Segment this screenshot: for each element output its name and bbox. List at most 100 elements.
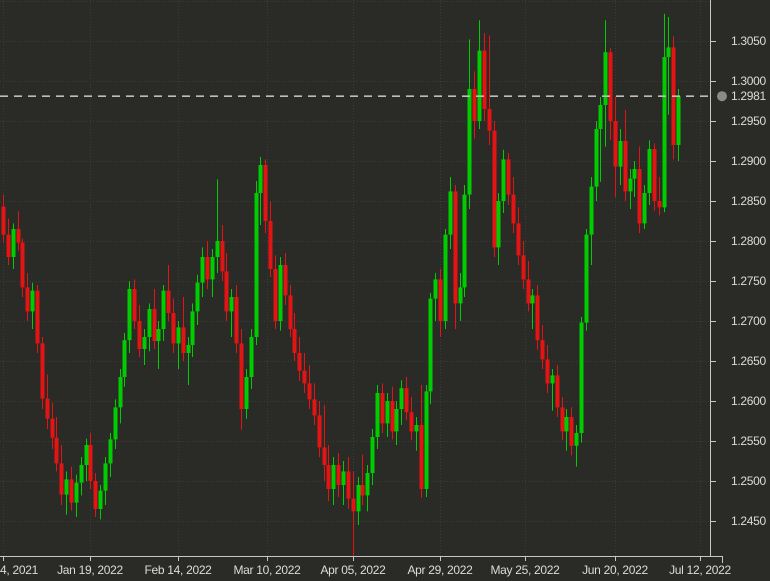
candle-body [628,178,633,192]
price-axis-label: 1.2950 [731,114,766,128]
candle-body [399,388,404,409]
candle-body [637,169,642,224]
candle-body [11,229,16,257]
candle-body [657,201,662,208]
candle-body [54,437,59,464]
candle-body [594,129,599,187]
candle-body [118,377,123,408]
candle-body [516,223,521,256]
candle-body [676,96,681,145]
date-axis-label: Jun 20, 2022 [582,563,648,577]
date-axis-label: Mar 10, 2022 [233,563,301,577]
candle-body [346,471,351,499]
candle-body [584,234,589,323]
candle-body [424,391,429,489]
candle-body [589,186,594,235]
candle-body [618,141,623,167]
candle-body [666,47,671,57]
candle-body [603,52,608,105]
candle-body [521,255,526,280]
candle-body [404,388,409,413]
candle-body [98,490,103,509]
candle-body [224,271,229,312]
candle-body [472,89,477,121]
candle-body [317,415,322,448]
candle-body [137,321,142,349]
candle-body [545,359,550,384]
candle-body [360,485,365,496]
candle-body [326,465,331,489]
candle-body [652,149,657,201]
candle-body [181,327,186,353]
candle-body [147,309,152,337]
candle-body [623,141,628,192]
candle-body [560,407,565,432]
candle-body [190,311,195,345]
candle-body [380,393,385,424]
candle-body [113,407,118,440]
current-price-marker [717,91,727,102]
candle-body [210,257,215,280]
candle-body [462,194,467,288]
candle-body [608,52,613,122]
candle-body [448,191,453,235]
candle-body [351,498,356,512]
price-axis-label: 1.2550 [731,434,766,448]
candle-body [579,322,584,433]
candle-body [20,242,25,288]
candle-body [195,282,200,312]
candle-body [84,445,89,465]
candle-body [249,337,254,377]
candle-body [69,479,74,503]
candle-body [103,463,108,491]
candle-body [409,412,414,432]
candle-body [370,437,375,473]
candle-body [598,105,603,129]
candle-body [307,383,312,400]
candle-body [283,265,288,296]
current-price-label: 1.2981 [731,89,766,103]
candle-body [632,169,637,179]
candle-body [530,295,535,304]
candle-body [458,287,463,304]
price-axis-label: 1.2750 [731,274,766,288]
candle-body [394,409,399,432]
candle-body [268,221,273,269]
candle-body [642,193,647,224]
candle-body [127,289,132,341]
candle-body [273,269,278,321]
candle-body [176,327,181,344]
candle-body [341,471,346,485]
candle-body [501,159,506,201]
candle-body [234,297,239,344]
candle-body [215,241,220,257]
candle-body [200,257,205,283]
candle-body [186,345,191,353]
candle-body [414,425,419,432]
candle-body [322,447,327,465]
candle-body [205,257,210,280]
candle-body [45,398,50,419]
candle-body [229,297,234,312]
candle-body [564,417,569,432]
candle-body [79,465,84,483]
candle-body [25,287,30,312]
candle-body [93,481,98,509]
candle-body [487,109,492,131]
candle-body [292,329,297,353]
candle-body [390,401,395,432]
price-axis-label: 1.2600 [731,394,766,408]
candle-body [331,465,336,489]
price-axis-label: 1.3050 [731,34,766,48]
price-axis-label: 1.2650 [731,354,766,368]
candle-body [443,234,448,321]
candle-body [555,375,560,408]
candle-body [132,289,137,321]
candle-body [613,121,618,167]
candle-body [302,370,307,384]
candle-body [375,393,380,437]
price-axis-label: 1.2700 [731,314,766,328]
candle-body [35,290,40,344]
candle-body [467,89,472,195]
